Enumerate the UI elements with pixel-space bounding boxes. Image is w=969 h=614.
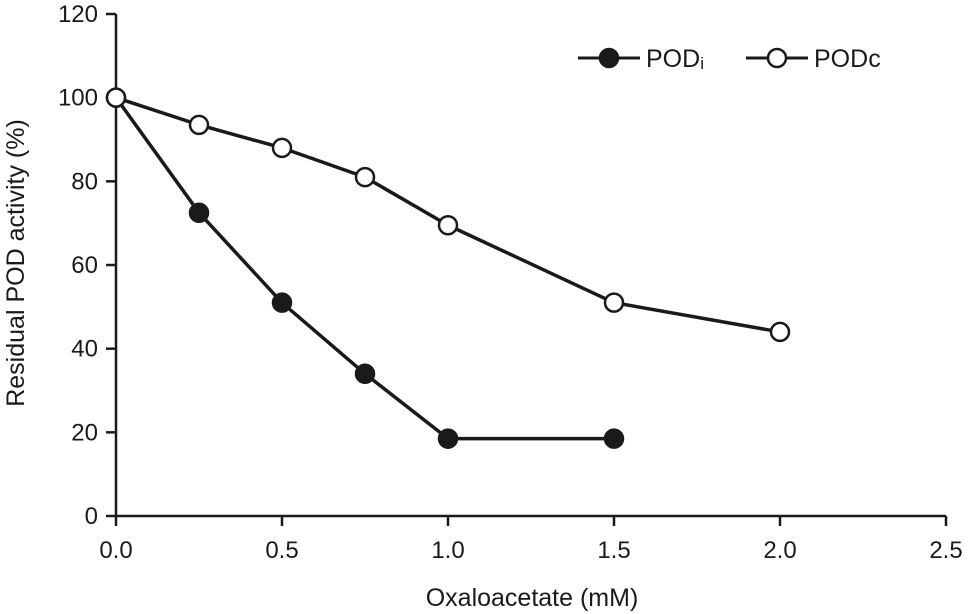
data-point-PODc: [271, 137, 293, 159]
y-tick-label: 0: [85, 503, 98, 530]
legend-label: PODi: [646, 45, 704, 73]
series-PODi: [105, 87, 625, 449]
data-point-PODi: [354, 363, 376, 385]
y-axis-title: Residual POD activity (%): [2, 119, 30, 407]
data-point-PODi: [603, 428, 625, 449]
legend-marker: [598, 47, 620, 69]
y-tick-label: 100: [58, 85, 98, 112]
legend-label-main: POD: [646, 45, 700, 73]
legend-label-sub: c: [868, 45, 881, 73]
series-PODc: [105, 87, 791, 343]
x-tick-label: 2.5: [929, 537, 962, 564]
data-point-PODc: [105, 87, 127, 108]
y-tick-label: 20: [71, 419, 98, 446]
x-tick-label: 0.5: [265, 537, 298, 564]
y-tick-label: 120: [58, 1, 98, 28]
series-line-PODi: [114, 96, 614, 441]
legend-item-PODi: PODi: [578, 45, 704, 73]
data-point-PODc: [354, 166, 376, 188]
x-tick-label: 2.0: [763, 537, 796, 564]
y-tick-label: 60: [71, 252, 98, 279]
series-line-PODc: [115, 96, 781, 334]
legend-label-sub: i: [700, 54, 704, 73]
legend-marker: [766, 47, 788, 69]
y-tick-label: 40: [71, 336, 98, 363]
x-tick-label: 1.5: [597, 537, 630, 564]
axes: 0 20 40 60 80 100 120 0.0 0.5 1.0 1.5 2.0 2.5: [58, 1, 963, 564]
x-tick-label: 1.0: [431, 537, 464, 564]
data-point-PODc: [769, 321, 791, 343]
y-tick-label: 80: [71, 168, 98, 195]
data-point-PODi: [271, 292, 293, 313]
x-tick-label: 0.0: [99, 537, 132, 564]
data-point-PODc: [603, 292, 625, 313]
legend-label: PODc: [814, 45, 881, 73]
legend: PODi PODc: [578, 45, 881, 73]
data-point-PODc: [437, 215, 459, 236]
legend-item-PODc: PODc: [746, 45, 881, 73]
data-point-PODc: [188, 114, 210, 136]
x-axis-title: Oxaloacetate (mM): [426, 584, 639, 612]
data-point-PODi: [437, 428, 459, 449]
series-layer: [105, 87, 791, 449]
legend-label-main: POD: [814, 45, 868, 73]
data-point-PODi: [188, 202, 210, 223]
